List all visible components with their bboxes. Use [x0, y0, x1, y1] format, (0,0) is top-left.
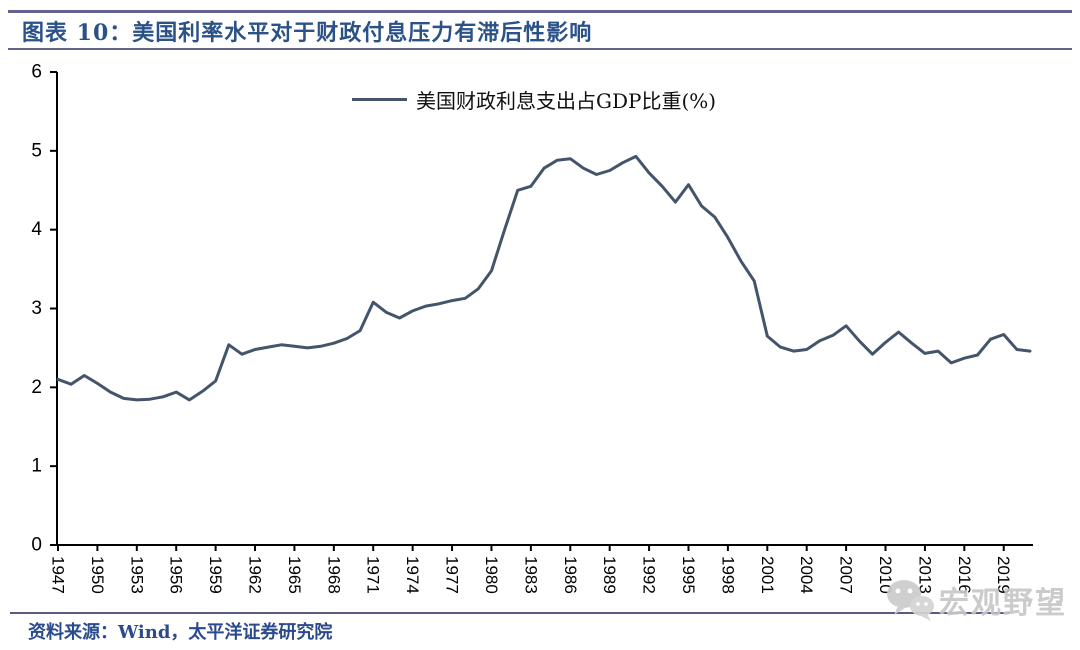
x-tick-label: 1986	[561, 556, 580, 594]
legend: 美国财政利息支出占GDP比重(%)	[352, 85, 716, 114]
legend-line-sample	[352, 98, 407, 101]
y-tick-label: 6	[31, 62, 42, 83]
x-tick-label: 1995	[679, 556, 698, 594]
x-tick-label: 2010	[876, 556, 895, 594]
x-tick-label: 1953	[127, 556, 146, 594]
y-tick-label: 1	[31, 456, 42, 477]
figure-title: 图表 10：美国利率水平对于财政付息压力有滞后性影响	[22, 20, 593, 46]
wechat-icon	[887, 580, 934, 621]
y-tick-label: 3	[31, 298, 42, 319]
x-tick-label: 2004	[797, 556, 816, 594]
chart-canvas: 0 1 2 3 4 5 6 1947 1950 1953 1956 1959 1962 1965 1968 1…	[31, 62, 1033, 594]
series-line	[56, 154, 1032, 402]
x-tick-label: 2001	[758, 556, 777, 594]
x-tick-label: 2016	[955, 556, 974, 594]
x-tick-label: 1983	[521, 556, 540, 594]
y-tick-label: 2	[31, 377, 42, 398]
y-tick-label: 5	[31, 140, 42, 161]
x-tick-label: 1956	[167, 556, 186, 594]
x-tick-label: 1989	[600, 556, 619, 594]
watermark-text: 宏观野望	[939, 586, 1067, 621]
x-tick-label: 2007	[837, 556, 856, 594]
title-top-rule	[8, 10, 1072, 13]
x-tick-label: 1980	[482, 556, 501, 594]
x-tick-label: 1950	[88, 556, 107, 594]
watermark: 宏观野望	[884, 576, 1067, 624]
x-tick-label: 2013	[915, 556, 934, 594]
x-tick-label: 1998	[718, 556, 737, 594]
y-tick-label: 4	[31, 219, 42, 240]
x-tick-label: 1992	[640, 556, 659, 594]
footer-source: 资料来源：Wind，太平洋证券研究院	[28, 622, 333, 643]
y-tick-label: 0	[31, 535, 42, 556]
footer-rule	[10, 612, 1010, 614]
x-tick-label: 1947	[49, 556, 68, 594]
legend-label: 美国财政利息支出占GDP比重(%)	[416, 89, 717, 113]
x-tick-label: 1962	[246, 556, 265, 594]
x-tick-label: 1965	[285, 556, 304, 594]
x-tick-label: 1974	[403, 556, 422, 594]
x-tick-label: 1968	[324, 556, 343, 594]
x-tick-label: 1959	[206, 556, 225, 594]
title-bottom-rule	[8, 48, 1072, 50]
x-tick-label: 1977	[443, 556, 462, 594]
x-tick-label: 1971	[364, 556, 383, 594]
x-tick-label: 2019	[994, 556, 1013, 594]
